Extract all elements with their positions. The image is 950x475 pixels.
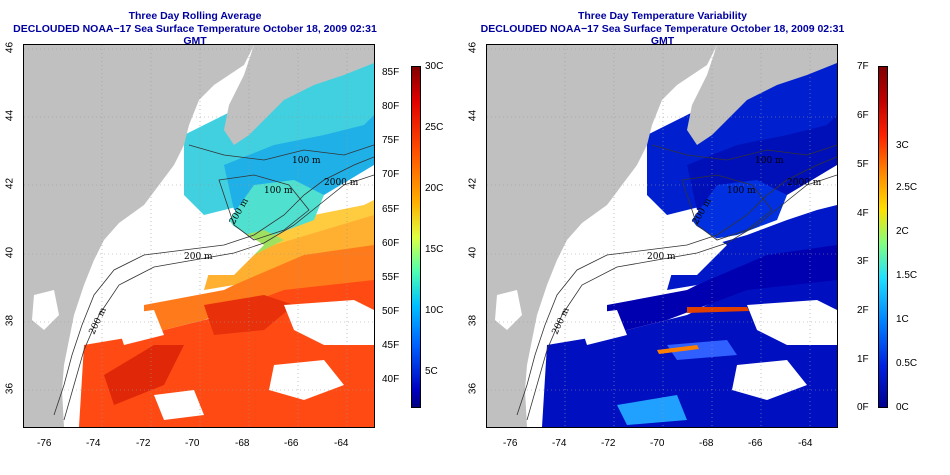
lat-tick: 46 [4, 41, 16, 54]
lon-tick: -70 [185, 438, 200, 449]
right-title-1: Three Day Temperature Variability [577, 10, 748, 22]
colorbar-c-label: 2C [896, 226, 909, 237]
isobath-label: 100 m [292, 156, 321, 166]
colorbar-c-label: 10C [425, 305, 444, 316]
lon-tick: -68 [699, 438, 714, 449]
lon-tick: -70 [650, 438, 665, 449]
lon-tick: -66 [284, 438, 299, 449]
lon-tick: -74 [86, 438, 101, 449]
lat-tick: 44 [4, 109, 16, 122]
lat-tick: 38 [467, 314, 479, 327]
colorbar-f-label: 80F [382, 101, 400, 112]
colorbar-f-label: 60F [382, 238, 400, 249]
lon-tick: -76 [503, 438, 518, 449]
isobath-label: 200 m [184, 252, 213, 262]
colorbar-c-label: 5C [425, 366, 438, 377]
lon-tick: -64 [798, 438, 813, 449]
left-sst-map[interactable]: 100 m 2000 m 100 m 200 m 200 m 200 m [23, 44, 375, 428]
colorbar-f-label: 0F [857, 402, 869, 413]
colorbar-f-label: 7F [857, 61, 869, 72]
colorbar-f-label: 45F [382, 340, 400, 351]
isobath-label: 100 m [264, 186, 293, 196]
isobath-label: 100 m [727, 186, 756, 196]
right-colorbar [878, 66, 888, 408]
colorbar-f-label: 85F [382, 67, 400, 78]
colorbar-c-label: 1.5C [896, 270, 918, 281]
colorbar-c-label: 0.5C [896, 358, 918, 369]
colorbar-c-label: 25C [425, 122, 444, 133]
isobath-label: 2000 m [787, 178, 822, 188]
lat-tick: 42 [467, 177, 479, 190]
colorbar-c-label: 30C [425, 61, 444, 72]
colorbar-f-label: 6F [857, 110, 869, 121]
left-map-canvas: 100 m 2000 m 100 m 200 m 200 m 200 m [24, 45, 374, 427]
colorbar-f-label: 55F [382, 272, 400, 283]
colorbar-f-label: 1F [857, 354, 869, 365]
lon-tick: -74 [552, 438, 567, 449]
colorbar-c-label: 20C [425, 183, 444, 194]
left-title-1: Three Day Rolling Average [128, 10, 262, 22]
colorbar-c-label: 1C [896, 314, 909, 325]
lon-tick: -68 [235, 438, 250, 449]
lat-tick: 36 [4, 382, 16, 395]
lat-tick: 40 [4, 246, 16, 259]
colorbar-f-label: 2F [857, 305, 869, 316]
left-colorbar [411, 66, 421, 408]
lon-tick: -72 [136, 438, 151, 449]
colorbar-f-label: 70F [382, 169, 400, 180]
colorbar-f-label: 3F [857, 256, 869, 267]
right-map-canvas: 100 m 2000 m 100 m 200 m 200 m 200 m [487, 45, 837, 427]
lat-tick: 36 [467, 382, 479, 395]
isobath-label: 100 m [755, 156, 784, 166]
colorbar-f-label: 50F [382, 306, 400, 317]
lon-tick: -72 [601, 438, 616, 449]
colorbar-f-label: 5F [857, 159, 869, 170]
lat-tick: 46 [467, 41, 479, 54]
lat-tick: 38 [4, 314, 16, 327]
lon-tick: -64 [334, 438, 349, 449]
colorbar-f-label: 75F [382, 135, 400, 146]
lat-tick: 40 [467, 246, 479, 259]
colorbar-c-label: 2.5C [896, 182, 918, 193]
colorbar-c-label: 0C [896, 402, 909, 413]
right-variability-map[interactable]: 100 m 2000 m 100 m 200 m 200 m 200 m [486, 44, 838, 428]
colorbar-f-label: 4F [857, 208, 869, 219]
colorbar-f-label: 65F [382, 204, 400, 215]
lon-tick: -66 [748, 438, 763, 449]
isobath-label: 200 m [647, 252, 676, 262]
lon-tick: -76 [37, 438, 52, 449]
lat-tick: 42 [4, 177, 16, 190]
lat-tick: 44 [467, 109, 479, 122]
colorbar-c-label: 15C [425, 244, 444, 255]
isobath-label: 2000 m [324, 178, 359, 188]
colorbar-c-label: 3C [896, 140, 909, 151]
colorbar-f-label: 40F [382, 374, 400, 385]
